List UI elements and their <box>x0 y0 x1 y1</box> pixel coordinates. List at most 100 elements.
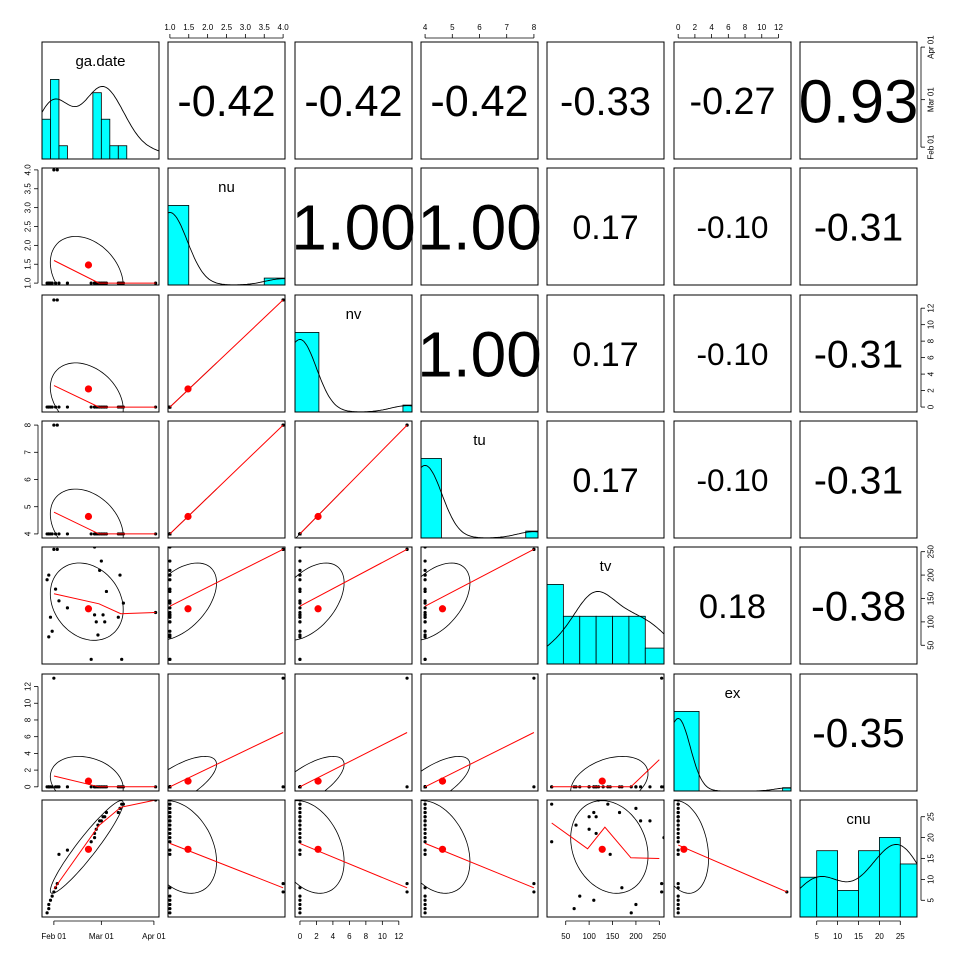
panel-nv-nv: nv <box>294 294 413 413</box>
data-point <box>57 599 61 603</box>
data-point <box>168 601 172 605</box>
data-point <box>298 589 302 594</box>
tick-label: 1.5 <box>183 23 195 32</box>
smooth-line <box>53 593 156 615</box>
panel-nv-ga.date <box>41 294 160 413</box>
data-point <box>298 823 302 827</box>
scatter-cnu-ex <box>674 800 789 915</box>
hist-bar <box>117 145 128 159</box>
data-point <box>405 890 409 894</box>
data-point <box>104 810 109 815</box>
tick-label: Feb 01 <box>927 134 936 159</box>
data-point <box>298 633 302 637</box>
histogram-cnu <box>800 837 917 917</box>
correlation-ellipse <box>421 755 471 791</box>
data-point <box>298 806 302 810</box>
data-point <box>620 886 624 890</box>
data-point <box>50 629 54 633</box>
data-point <box>57 852 61 856</box>
panel-border <box>546 799 665 918</box>
data-point <box>281 676 285 680</box>
correlation-ellipse <box>49 236 124 285</box>
tick-label: 200 <box>629 932 643 941</box>
data-point <box>50 785 54 789</box>
data-point <box>676 886 680 890</box>
tick-label: 2.5 <box>221 23 233 32</box>
data-point <box>676 836 680 840</box>
data-point <box>103 620 107 624</box>
hist-bar <box>547 584 564 664</box>
scatter-cnu-tv <box>550 800 664 915</box>
data-point <box>550 840 554 844</box>
panel-tv-nv <box>294 546 413 665</box>
data-point <box>57 785 61 789</box>
tick-label: 1.0 <box>164 23 176 32</box>
mean-point <box>438 845 447 853</box>
panel-border <box>420 420 539 539</box>
panel-border <box>420 294 539 413</box>
data-point <box>168 827 172 831</box>
hist-bar <box>644 647 664 664</box>
data-point <box>99 559 103 563</box>
tick-label: 4 <box>24 531 33 536</box>
tick-label: 25 <box>927 812 936 821</box>
panel-border <box>546 167 665 286</box>
data-point <box>423 852 427 856</box>
data-point <box>168 629 172 633</box>
data-point <box>168 657 172 661</box>
data-point <box>89 840 93 844</box>
tick-label: Mar 01 <box>89 932 114 941</box>
data-point <box>52 547 56 551</box>
panel-border <box>294 799 413 918</box>
tick-label: 2.0 <box>202 23 214 32</box>
tick-label: 4 <box>24 751 33 756</box>
data-point <box>532 881 536 886</box>
data-point <box>168 559 172 563</box>
panel-nv-cnu: -0.31 <box>799 294 918 413</box>
data-point <box>116 810 120 815</box>
data-point <box>676 852 680 856</box>
data-point <box>89 281 93 285</box>
data-point <box>168 886 172 890</box>
data-point <box>660 676 664 680</box>
tick-label: 10 <box>757 23 766 32</box>
data-point <box>50 281 54 285</box>
panel-border <box>546 420 665 539</box>
variable-label: ga.date <box>75 53 125 70</box>
panel-tu-tv: 0.17 <box>546 420 665 539</box>
panel-border <box>546 546 665 665</box>
data-point <box>168 848 172 852</box>
tick-label: 4 <box>709 23 714 32</box>
tick-label: Mar 01 <box>927 87 936 112</box>
data-point <box>96 633 100 637</box>
x-axis-tv-bottom: 50 100 150 200 250 <box>561 920 667 941</box>
data-point <box>423 599 427 603</box>
panel-border <box>673 294 792 413</box>
tick-label: 4 <box>331 932 336 941</box>
correlation-value: 1.00 <box>417 319 542 391</box>
correlation-ellipse <box>49 488 124 538</box>
x-axis-tu-top: 4 5 6 7 8 <box>423 23 537 39</box>
data-point <box>423 613 427 617</box>
scatter-ex-tu <box>421 676 536 791</box>
panel-border <box>167 673 286 792</box>
data-point <box>423 831 427 836</box>
data-point <box>405 785 409 789</box>
data-point <box>298 840 302 844</box>
tick-label: 10 <box>378 932 387 941</box>
data-point <box>50 894 54 898</box>
data-point <box>298 599 302 603</box>
tick-label: 15 <box>854 932 863 941</box>
data-point <box>120 657 124 661</box>
data-point <box>639 819 643 823</box>
tick-label: 4.0 <box>278 23 290 32</box>
tick-label: 50 <box>927 640 936 649</box>
tick-label: 150 <box>606 932 620 941</box>
data-point <box>52 298 56 302</box>
variable-label: tv <box>600 558 612 575</box>
mean-point <box>84 261 93 269</box>
tick-label: 12 <box>927 303 936 312</box>
data-point <box>532 890 536 894</box>
x-axis-ex-top: 0 2 4 6 8 10 12 <box>676 23 783 39</box>
data-point <box>281 890 285 894</box>
